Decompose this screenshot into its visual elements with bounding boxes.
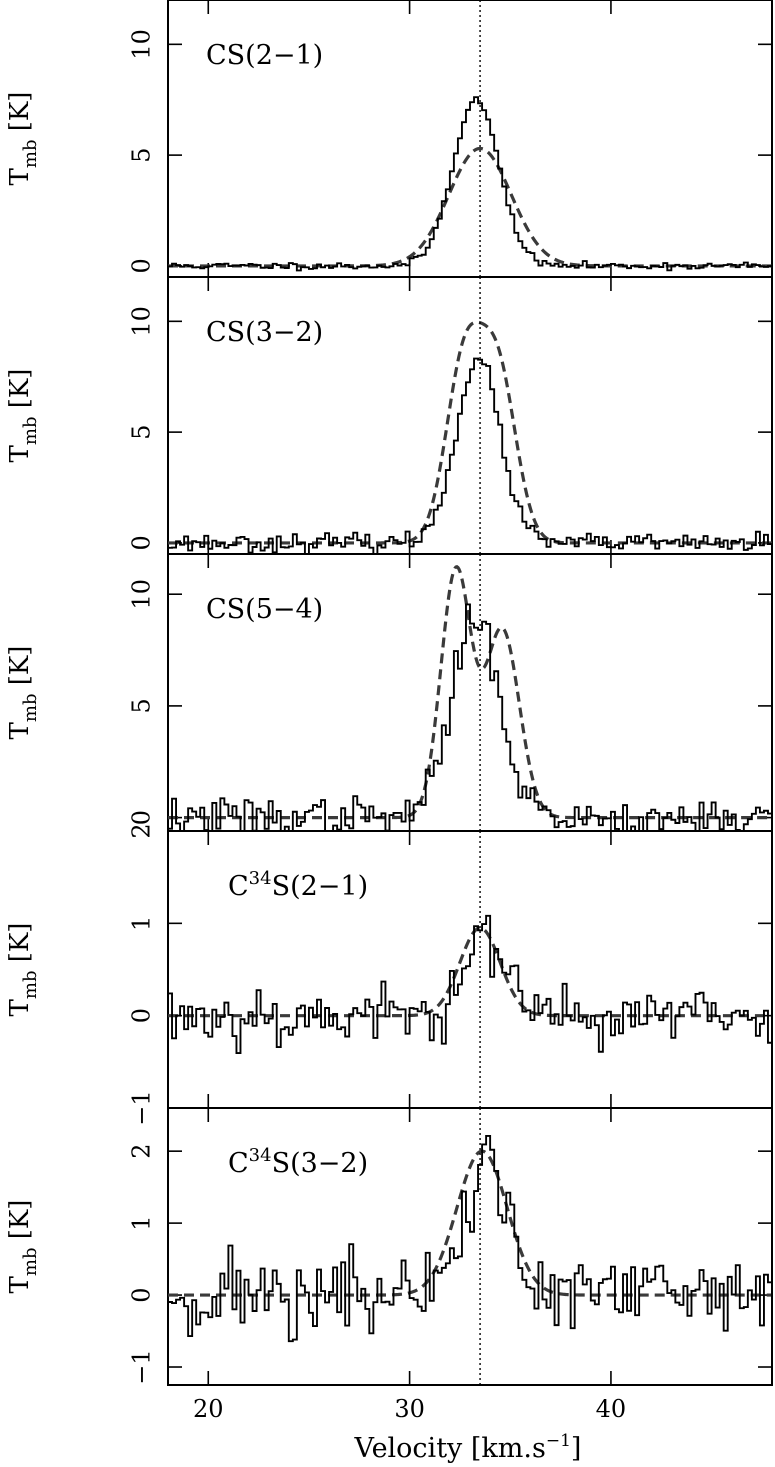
y-tick-label: 0: [128, 258, 156, 273]
panel-label: C34S(3−2): [228, 1145, 368, 1179]
panel-label: CS(2−1): [206, 40, 323, 71]
panel-frame: [167, 1107, 773, 1386]
x-axis-label: Velocity [km.s−1]: [354, 1431, 582, 1464]
model-spectrum-line: [168, 926, 772, 1018]
y-tick-label: 5: [128, 424, 156, 439]
observed-spectrum-line: [168, 1134, 772, 1343]
y-tick-label: 0: [128, 810, 156, 825]
panel-label: CS(3−2): [206, 317, 323, 348]
y-axis-label: Tmb [K]: [5, 1200, 41, 1294]
panel-4: −1 0 1 2 Tmb [K] C34S(2−1): [5, 823, 773, 1126]
y-tick-label: 1: [128, 916, 156, 931]
observed-spectrum-line: [168, 357, 772, 554]
y-tick-label: 10: [128, 579, 156, 610]
observed-spectrum-line: [168, 603, 772, 831]
y-tick-label: 10: [128, 306, 156, 337]
model-spectrum-line: [168, 146, 772, 268]
y-tick-label: −1: [128, 1090, 156, 1125]
y-tick-label: 0: [128, 1287, 156, 1302]
panel-label: C34S(2−1): [228, 868, 368, 902]
y-axis-label: Tmb [K]: [5, 369, 41, 463]
y-axis-label: Tmb [K]: [5, 92, 41, 186]
y-tick-label: 2: [128, 823, 156, 838]
x-tick-label: 40: [596, 1395, 627, 1423]
model-spectrum-line: [168, 320, 772, 545]
y-tick-label: 5: [128, 147, 156, 162]
panel-2: 0 5 10 Tmb [K] CS(3−2): [5, 276, 773, 555]
observed-spectrum-line: [168, 96, 772, 272]
y-tick-label: −1: [128, 1349, 156, 1384]
panel-3: 0 5 10 Tmb [K] CS(5−4): [5, 553, 773, 832]
y-axis-label: Tmb [K]: [5, 646, 41, 740]
x-tick-label: 30: [394, 1395, 425, 1423]
x-tick-label: 20: [193, 1395, 224, 1423]
y-tick-label: 5: [128, 698, 156, 713]
panel-label: CS(5−4): [206, 594, 323, 625]
panel-1: 0 5 10 Tmb [K] CS(2−1): [5, 0, 773, 278]
panel-5: −1 0 1 2 Tmb [K] C34S(3−2): [5, 1107, 773, 1386]
y-tick-label: 1: [128, 1215, 156, 1230]
y-axis-label: Tmb [K]: [5, 923, 41, 1017]
y-tick-label: 2: [128, 1144, 156, 1159]
observed-spectrum-line: [168, 914, 772, 1055]
x-axis: 20 30 40: [193, 1395, 626, 1423]
y-tick-label: 10: [128, 29, 156, 60]
y-tick-label: 0: [128, 535, 156, 550]
y-tick-label: 0: [128, 1008, 156, 1023]
